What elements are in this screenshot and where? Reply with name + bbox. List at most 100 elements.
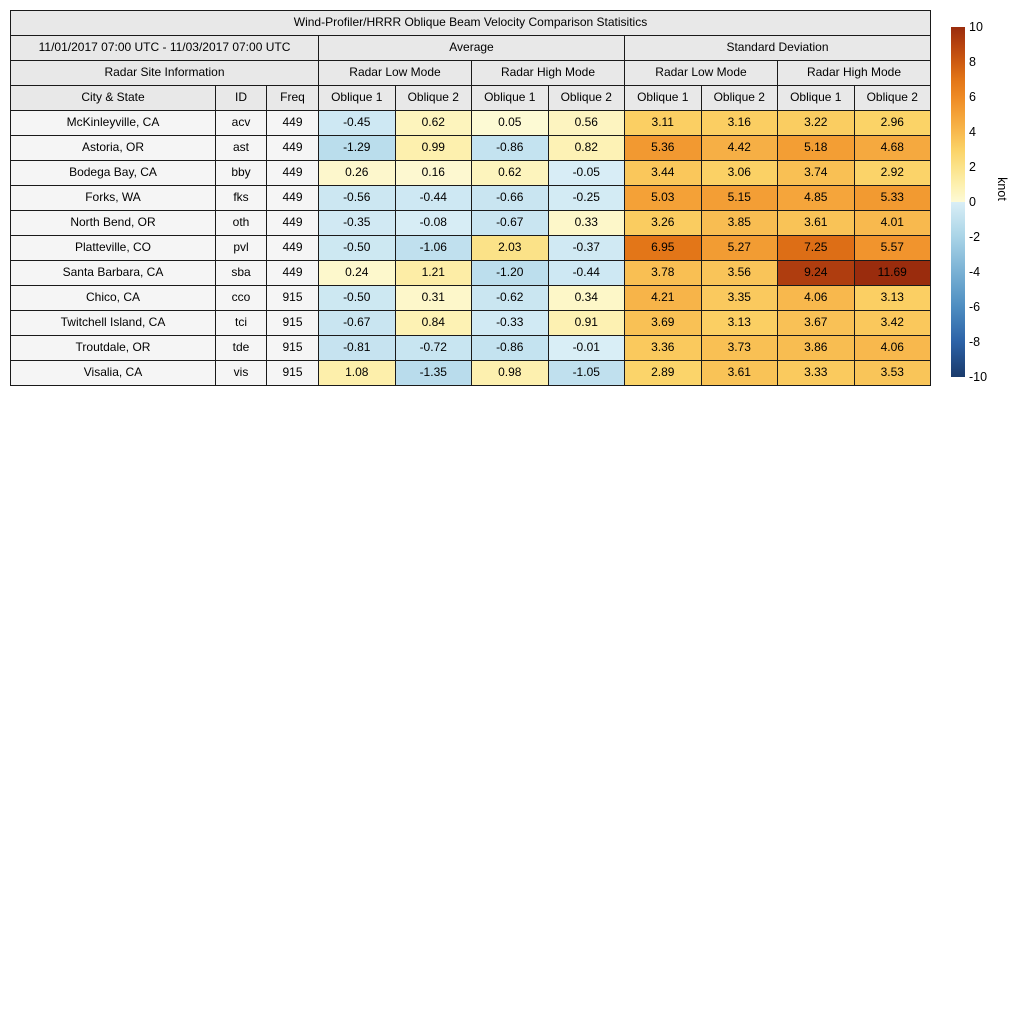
freq-cell: 449: [266, 185, 319, 211]
city-cell: Visalia, CA: [10, 360, 216, 386]
oblique2-header: Oblique 2: [853, 85, 931, 111]
table-row: Troutdale, OR tde 915 -0.81 -0.72 -0.86 -0.01 3…: [10, 335, 931, 361]
value-cell: -0.01: [547, 335, 625, 361]
group-header-row: 11/01/2017 07:00 UTC - 11/03/2017 07:00 …: [10, 35, 931, 61]
value-cell: 3.61: [777, 210, 855, 236]
value-cell: 3.44: [624, 160, 702, 186]
value-cell: -0.56: [318, 185, 396, 211]
city-cell: Astoria, OR: [10, 135, 216, 161]
freq-cell: 915: [266, 335, 319, 361]
average-group-header: Average: [318, 35, 625, 61]
table-row: Visalia, CA vis 915 1.08 -1.35 0.98 -1.05 2.89 3…: [10, 360, 931, 386]
value-cell: 5.18: [777, 135, 855, 161]
value-cell: 4.06: [777, 285, 855, 311]
value-cell: -1.29: [318, 135, 396, 161]
table-row: Santa Barbara, CA sba 449 0.24 1.21 -1.20 -0.4…: [10, 260, 931, 286]
value-cell: -0.62: [471, 285, 549, 311]
oblique2-header: Oblique 2: [547, 85, 625, 111]
site-info-header: Radar Site Information: [10, 60, 319, 86]
colorbar-unit-label: knot: [995, 177, 1009, 201]
value-cell: -0.45: [318, 110, 396, 136]
value-cell: -0.86: [471, 135, 549, 161]
table-row: McKinleyville, CA acv 449 -0.45 0.62 0.05 0.56…: [10, 110, 931, 136]
value-cell: -0.67: [318, 310, 396, 336]
colorbar-tick-label: 0: [969, 195, 976, 209]
value-cell: 5.03: [624, 185, 702, 211]
value-cell: 4.06: [853, 335, 931, 361]
oblique2-header: Oblique 2: [700, 85, 778, 111]
value-cell: 3.78: [624, 260, 702, 286]
colorbar-tick-label: 6: [969, 90, 976, 104]
value-cell: 2.03: [471, 235, 549, 261]
freq-cell: 449: [266, 110, 319, 136]
value-cell: -0.08: [394, 210, 472, 236]
id-header: ID: [215, 85, 267, 111]
freq-cell: 449: [266, 160, 319, 186]
value-cell: 0.24: [318, 260, 396, 286]
stats-table: Wind-Profiler/HRRR Oblique Beam Velocity…: [10, 10, 931, 386]
id-cell: ast: [215, 135, 267, 161]
id-cell: bby: [215, 160, 267, 186]
sd-high-mode-header: Radar High Mode: [777, 60, 931, 86]
oblique1-header: Oblique 1: [777, 85, 855, 111]
value-cell: 5.36: [624, 135, 702, 161]
freq-cell: 915: [266, 285, 319, 311]
freq-cell: 915: [266, 360, 319, 386]
value-cell: 7.25: [777, 235, 855, 261]
title-row: Wind-Profiler/HRRR Oblique Beam Velocity…: [10, 10, 931, 36]
mode-header-row: Radar Site Information Radar Low Mode Ra…: [10, 60, 931, 86]
table-row: Bodega Bay, CA bby 449 0.26 0.16 0.62 -0.05 3.4…: [10, 160, 931, 186]
sd-low-mode-header: Radar Low Mode: [624, 60, 778, 86]
city-state-header: City & State: [10, 85, 216, 111]
value-cell: 0.91: [547, 310, 625, 336]
table-row: Astoria, OR ast 449 -1.29 0.99 -0.86 0.82 5.36 4…: [10, 135, 931, 161]
id-cell: cco: [215, 285, 267, 311]
city-cell: Forks, WA: [10, 185, 216, 211]
oblique1-header: Oblique 1: [471, 85, 549, 111]
id-cell: acv: [215, 110, 267, 136]
value-cell: 3.73: [700, 335, 778, 361]
value-cell: -0.44: [394, 185, 472, 211]
avg-high-mode-header: Radar High Mode: [471, 60, 625, 86]
value-cell: 3.35: [700, 285, 778, 311]
city-cell: Platteville, CO: [10, 235, 216, 261]
freq-header: Freq: [266, 85, 319, 111]
value-cell: 9.24: [777, 260, 855, 286]
value-cell: -0.05: [547, 160, 625, 186]
value-cell: -1.35: [394, 360, 472, 386]
id-cell: pvl: [215, 235, 267, 261]
city-cell: McKinleyville, CA: [10, 110, 216, 136]
table-row: Platteville, CO pvl 449 -0.50 -1.06 2.03 -0.37…: [10, 235, 931, 261]
city-cell: Bodega Bay, CA: [10, 160, 216, 186]
value-cell: 3.16: [700, 110, 778, 136]
value-cell: 0.98: [471, 360, 549, 386]
id-cell: tci: [215, 310, 267, 336]
value-cell: 5.27: [700, 235, 778, 261]
value-cell: 5.33: [853, 185, 931, 211]
value-cell: 4.42: [700, 135, 778, 161]
value-cell: 1.08: [318, 360, 396, 386]
freq-cell: 449: [266, 260, 319, 286]
colorbar-tick-label: -2: [969, 230, 981, 244]
value-cell: 0.33: [547, 210, 625, 236]
freq-cell: 449: [266, 135, 319, 161]
freq-cell: 915: [266, 310, 319, 336]
value-cell: 4.85: [777, 185, 855, 211]
value-cell: 0.34: [547, 285, 625, 311]
value-cell: 3.86: [777, 335, 855, 361]
value-cell: -0.50: [318, 235, 396, 261]
city-cell: Twitchell Island, CA: [10, 310, 216, 336]
value-cell: 3.61: [700, 360, 778, 386]
table-row: Chico, CA cco 915 -0.50 0.31 -0.62 0.34 4.21 3.3…: [10, 285, 931, 311]
colorbar-tick-label: -4: [969, 265, 981, 279]
value-cell: -0.50: [318, 285, 396, 311]
colorbar-tick-label: -8: [969, 335, 981, 349]
value-cell: 0.16: [394, 160, 472, 186]
value-cell: -0.44: [547, 260, 625, 286]
table-row: Twitchell Island, CA tci 915 -0.67 0.84 -0.33…: [10, 310, 931, 336]
value-cell: -0.35: [318, 210, 396, 236]
colorbar-tick-label: 8: [969, 55, 976, 69]
value-cell: -1.06: [394, 235, 472, 261]
freq-cell: 449: [266, 210, 319, 236]
